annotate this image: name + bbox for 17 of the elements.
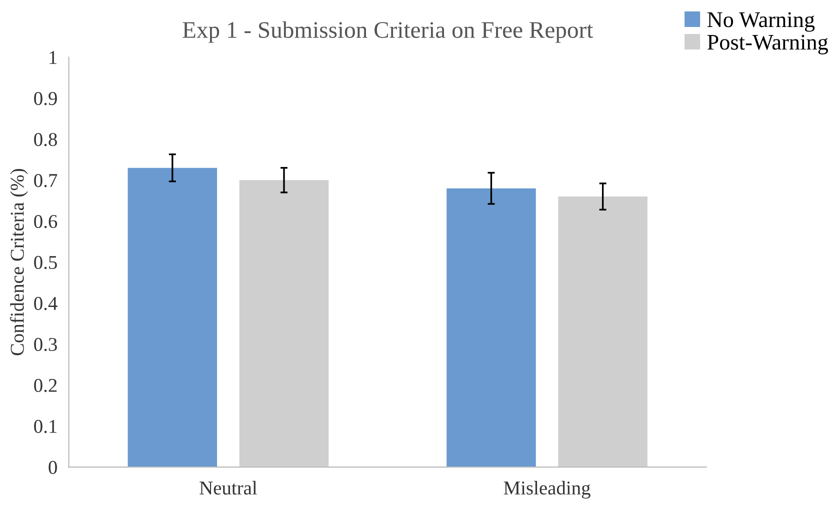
y-tick-label: 0.3 <box>34 338 57 352</box>
y-tick-label: 1 <box>50 51 57 64</box>
y-tick-label: 0.7 <box>34 174 58 188</box>
y-tick-label: 0 <box>48 460 57 474</box>
y-tick-label: 0.6 <box>34 214 58 228</box>
x-tick-label: Neutral <box>200 480 257 495</box>
y-tick-label: 0.2 <box>34 378 57 392</box>
legend-label: Post-Warning <box>707 34 828 54</box>
y-axis-title: Confidence Criteria (%) <box>10 169 28 356</box>
chart-title: Exp 1 - Submission Criteria on Free Report <box>182 21 594 43</box>
y-tick-label: 0.5 <box>34 256 57 270</box>
y-tick-label: 0.8 <box>34 132 57 146</box>
y-tick-label: 0.1 <box>34 420 57 434</box>
legend-label: No Warning <box>707 12 815 32</box>
y-tick-label: 0.4 <box>34 296 58 310</box>
y-tick-label: 0.9 <box>34 92 57 106</box>
x-tick-label: Misleading <box>504 480 590 499</box>
